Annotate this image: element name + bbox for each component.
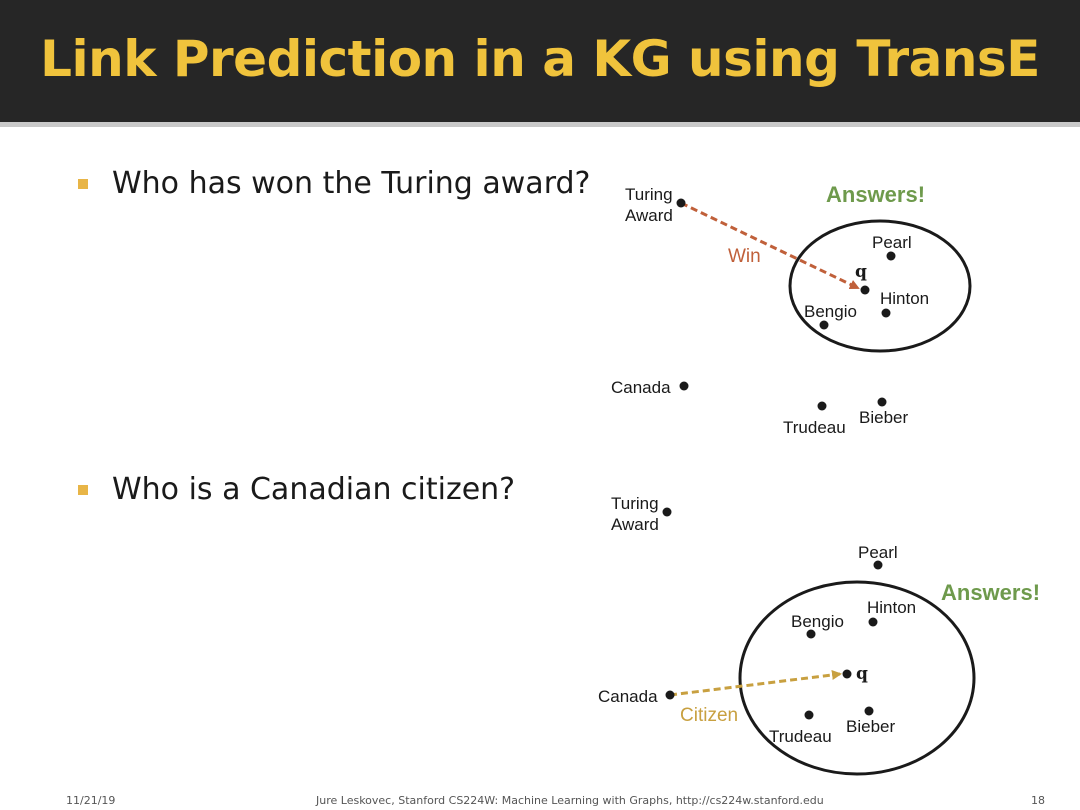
node-bengio	[806, 629, 816, 639]
answer-region-ellipse	[788, 219, 972, 353]
query-label: q	[856, 664, 868, 684]
node-label-bieber: Bieber	[846, 717, 895, 736]
node-query	[860, 285, 870, 295]
node-hinton	[881, 308, 891, 318]
citizen-relation-arrow	[669, 670, 842, 697]
node-label-hinton: Hinton	[867, 598, 916, 617]
bullet-canadian-question: Who is a Canadian citizen?	[78, 472, 515, 507]
node-label-award: Award	[625, 206, 673, 225]
diagram-turing-award: Answers! Win Turing Award q Pearl Hinton…	[611, 182, 972, 437]
bullet-square-icon	[78, 484, 88, 495]
node-hinton	[868, 617, 878, 627]
query-label: q	[855, 262, 867, 282]
title-bar	[0, 0, 1080, 122]
node-label-canada: Canada	[611, 378, 671, 397]
node-label-trudeau: Trudeau	[783, 418, 846, 437]
answer-region-ellipse	[738, 580, 976, 776]
bullet-text: Who has won the Turing award?	[112, 166, 591, 201]
citizen-relation-label: Citizen	[680, 705, 738, 726]
node-label-bengio: Bengio	[804, 302, 857, 321]
node-bengio	[819, 320, 829, 330]
bullet-square-icon	[78, 178, 88, 189]
node-canada	[665, 690, 675, 700]
node-label-turing: Turing	[611, 494, 659, 513]
win-relation-label: Win	[728, 246, 761, 267]
node-query	[842, 669, 852, 679]
node-pearl	[873, 560, 883, 570]
node-turing-award	[676, 198, 686, 208]
node-canada	[679, 381, 689, 391]
node-label-trudeau: Trudeau	[769, 727, 832, 746]
win-relation-arrow	[680, 201, 860, 290]
bullet-text: Who is a Canadian citizen?	[112, 472, 516, 507]
node-trudeau	[804, 710, 814, 720]
answers-label: Answers!	[826, 182, 925, 207]
node-label-pearl: Pearl	[872, 233, 912, 252]
node-bieber	[864, 706, 874, 716]
node-bieber	[877, 397, 887, 407]
diagram-canadian-citizen: Answers! Citizen Turing Award Pearl Hint…	[598, 494, 1040, 776]
node-label-turing: Turing	[625, 185, 673, 204]
node-label-hinton: Hinton	[880, 289, 929, 308]
answers-label: Answers!	[941, 580, 1040, 605]
footer-date: 11/21/19	[66, 794, 116, 807]
node-turing-award	[662, 507, 672, 517]
title-divider	[0, 122, 1080, 127]
footer-credit: Jure Leskovec, Stanford CS224W: Machine …	[316, 794, 824, 807]
node-pearl	[886, 251, 896, 261]
bullet-turing-question: Who has won the Turing award?	[78, 166, 590, 201]
node-label-pearl: Pearl	[858, 543, 898, 562]
footer-page-number: 18	[1031, 794, 1045, 807]
node-label-bieber: Bieber	[859, 408, 908, 427]
node-label-award: Award	[611, 515, 659, 534]
slide-title: Link Prediction in a KG using TransE	[40, 30, 1040, 88]
node-label-bengio: Bengio	[791, 612, 844, 631]
node-label-canada: Canada	[598, 687, 658, 706]
node-trudeau	[817, 401, 827, 411]
